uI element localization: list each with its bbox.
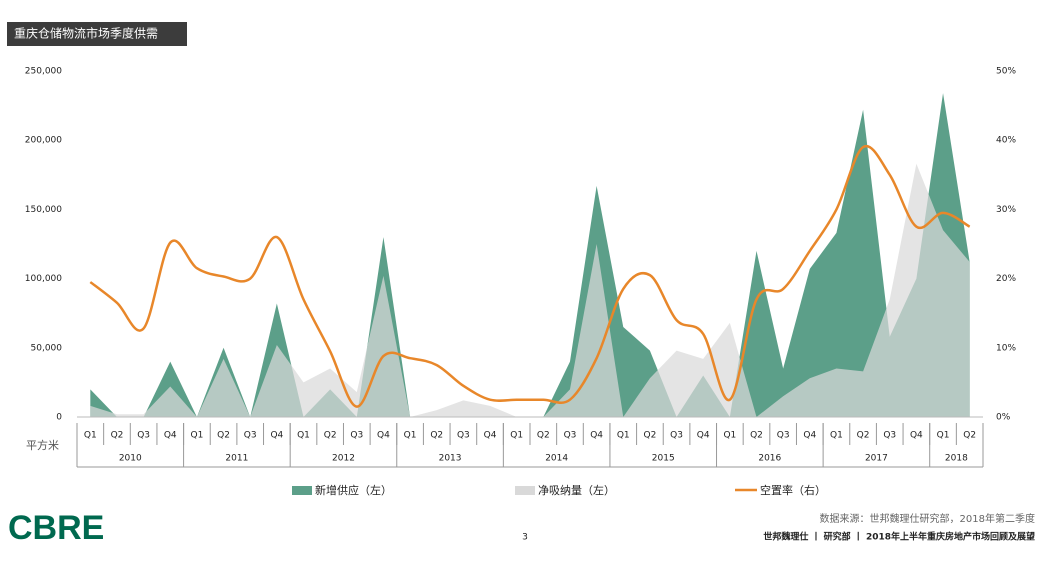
x-group-label: 2011	[225, 454, 248, 464]
x-tick-label: Q2	[644, 431, 657, 441]
x-tick-label: Q2	[430, 431, 443, 441]
x-tick-label: Q3	[777, 431, 790, 441]
x-tick-label: Q4	[484, 431, 497, 441]
x-group-label: 2016	[758, 454, 781, 464]
y-tick-label: 150,000	[25, 205, 62, 215]
x-tick-label: Q3	[244, 431, 257, 441]
x-group-label: 2013	[439, 454, 462, 464]
x-tick-label: Q3	[350, 431, 363, 441]
y2-tick-label: 10%	[996, 343, 1016, 353]
x-tick-label: Q4	[697, 431, 710, 441]
logo: CBRE	[8, 509, 104, 547]
x-tick-label: Q1	[937, 431, 950, 441]
area	[90, 93, 970, 418]
x-tick-label: Q2	[750, 431, 763, 441]
x-tick-label: Q1	[297, 431, 310, 441]
x-tick-label: Q3	[564, 431, 577, 441]
area	[90, 163, 970, 417]
x-tick-label: Q4	[164, 431, 177, 441]
title: 重庆仓储物流市场季度供需	[14, 26, 158, 41]
x-tick-label: Q4	[910, 431, 923, 441]
x-group-label: 2014	[545, 454, 568, 464]
footer: 世邦魏理仕 丨 研究部 丨 2018年上半年重庆房地产市场回顾及展望	[763, 531, 1035, 543]
y-tick-label: 50,000	[31, 343, 63, 353]
legend-label: 净吸纳量（左）	[538, 483, 615, 497]
y2-tick-label: 50%	[996, 67, 1016, 77]
x-tick-label: Q4	[377, 431, 390, 441]
x-tick-label: Q1	[617, 431, 630, 441]
x-tick-label: Q2	[537, 431, 550, 441]
x-tick-label: Q1	[723, 431, 736, 441]
source: 数据来源：世邦魏理仕研究部，2018年第二季度	[820, 512, 1035, 525]
y2-tick-label: 0%	[996, 413, 1011, 423]
x-group-label: 2010	[119, 454, 142, 464]
y2-tick-label: 40%	[996, 136, 1016, 146]
legend-swatch	[292, 486, 312, 495]
x-tick-label: Q2	[217, 431, 230, 441]
x-tick-label: Q1	[84, 431, 97, 441]
x-group-label: 2012	[332, 454, 355, 464]
y-tick-label: 100,000	[25, 274, 62, 284]
x-tick-label: Q1	[404, 431, 417, 441]
y2-tick-label: 20%	[996, 274, 1016, 284]
x-tick-label: Q1	[191, 431, 204, 441]
line	[89, 144, 971, 408]
y2-tick-label: 30%	[996, 205, 1016, 215]
x-group-label: 2018	[945, 454, 968, 464]
x-tick-label: Q1	[830, 431, 843, 441]
x-tick-label: Q4	[590, 431, 603, 441]
unit-label: 平方米	[26, 438, 59, 452]
legend-label: 新增供应（左）	[315, 483, 392, 497]
legend-swatch	[515, 486, 535, 495]
y-tick-label: 200,000	[25, 136, 62, 146]
x-tick-label: Q3	[457, 431, 470, 441]
legend-label: 空置率（右）	[760, 483, 826, 497]
y-tick-label: 250,000	[25, 67, 62, 77]
x-tick-label: Q4	[270, 431, 283, 441]
title-box	[7, 22, 187, 46]
x-group-label: 2015	[652, 454, 675, 464]
x-tick-label: Q3	[670, 431, 683, 441]
page-number: 3	[522, 533, 528, 543]
x-tick-label: Q2	[111, 431, 124, 441]
x-tick-label: Q1	[510, 431, 523, 441]
x-tick-label: Q2	[857, 431, 870, 441]
x-group-label: 2017	[865, 454, 888, 464]
y-tick-label: 0	[56, 413, 62, 423]
x-tick-label: Q2	[324, 431, 337, 441]
x-tick-label: Q2	[963, 431, 976, 441]
x-tick-label: Q3	[137, 431, 150, 441]
x-tick-label: Q3	[883, 431, 896, 441]
x-tick-label: Q4	[803, 431, 816, 441]
